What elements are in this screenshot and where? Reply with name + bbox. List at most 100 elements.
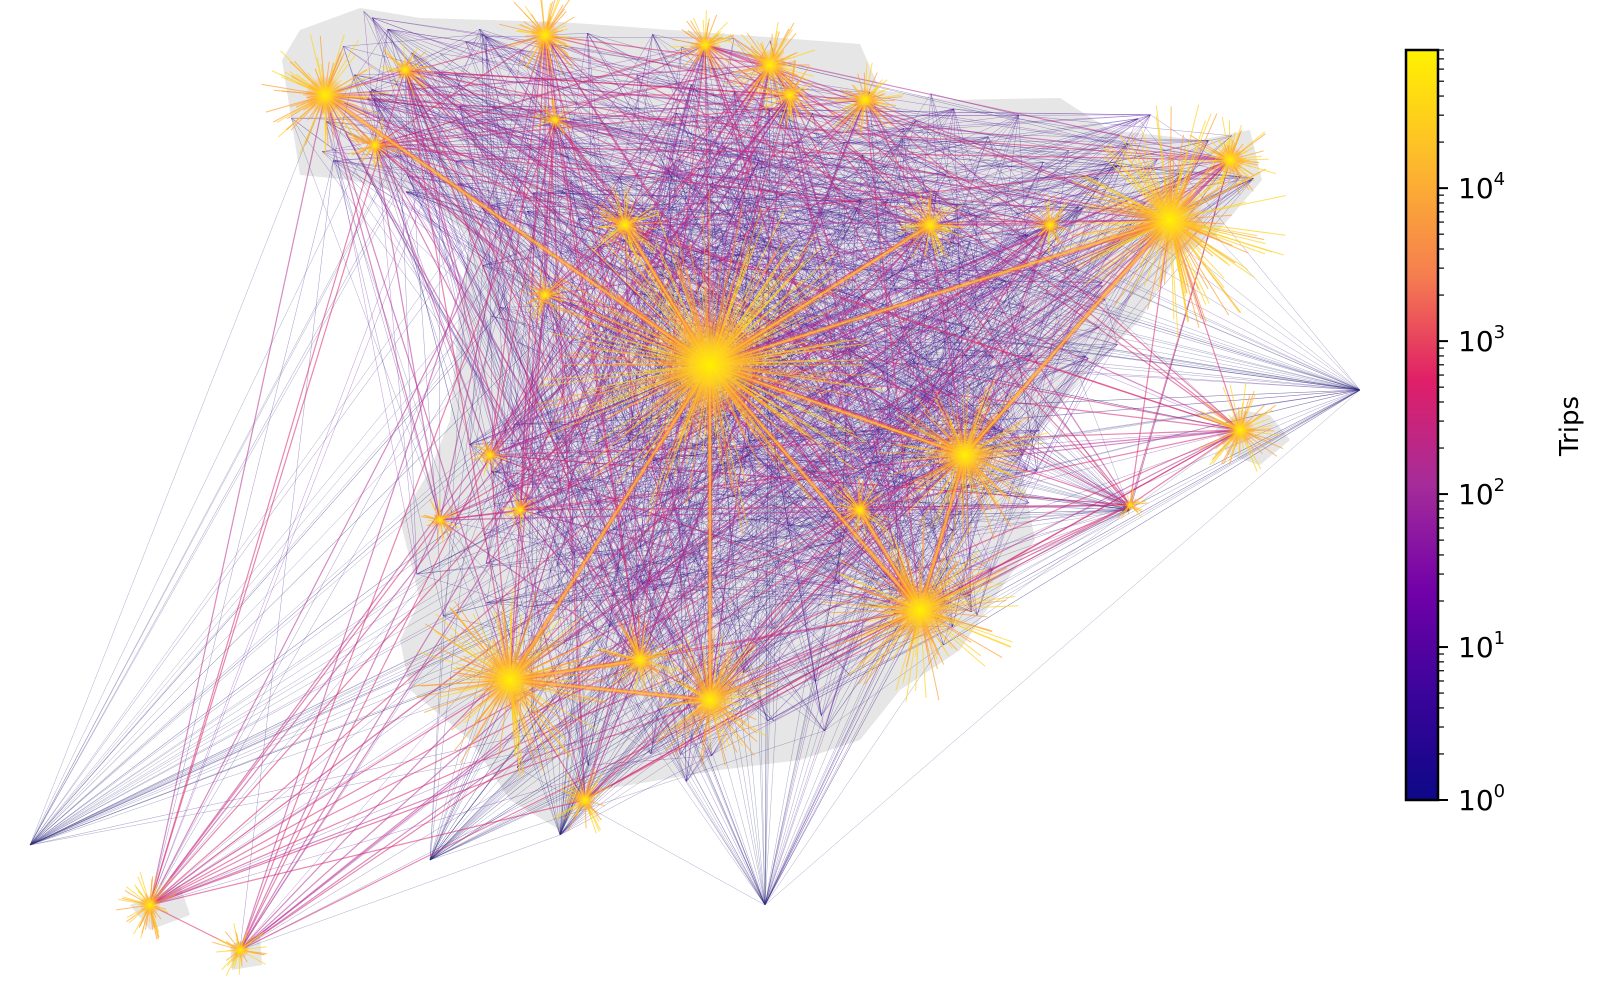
flow-edge <box>738 692 766 906</box>
flow-edge <box>29 52 412 846</box>
flow-edge <box>551 43 1138 233</box>
city-hub <box>574 789 596 811</box>
flow-edge <box>824 355 1086 731</box>
flow-edge <box>846 136 989 532</box>
flow-edge <box>149 74 355 906</box>
flow-edge <box>343 46 456 75</box>
flow-edge <box>964 219 1171 456</box>
flow-edge <box>29 526 869 846</box>
flow-edge <box>29 150 401 846</box>
flow-edge <box>400 150 652 286</box>
flow-edge <box>476 119 1361 391</box>
flow-edge <box>518 496 790 668</box>
flow-edge <box>734 91 998 447</box>
colorbar-label: Trips <box>1555 396 1585 457</box>
flow-edge <box>544 294 683 498</box>
flow-edge <box>443 389 1361 617</box>
flow-edge <box>482 173 715 209</box>
flow-edge <box>372 17 680 641</box>
flow-edge <box>489 454 921 611</box>
flow-edge <box>439 34 546 521</box>
flow-edge <box>530 509 1131 607</box>
flow-edge <box>482 265 766 906</box>
flow-edge <box>558 509 1131 555</box>
city-hub <box>938 428 992 482</box>
flow-edge <box>239 159 1231 951</box>
flow-edge <box>149 182 571 906</box>
flow-edge <box>557 218 579 440</box>
flow-edge <box>325 121 527 146</box>
flow-edge <box>29 203 573 846</box>
flow-edge <box>404 28 480 71</box>
flow-edge <box>596 502 816 682</box>
flow-edge <box>526 145 1361 391</box>
flow-edge <box>443 509 861 617</box>
city-hub <box>231 941 249 959</box>
flow-edge <box>29 496 790 846</box>
flow-edge <box>704 44 966 456</box>
flow-edge <box>544 34 861 511</box>
flow-edge <box>374 34 546 146</box>
flow-edge <box>838 224 1051 584</box>
flow-edge <box>675 112 933 480</box>
flow-edge <box>492 106 1131 511</box>
colorbar: 100 101 102 103 104 Trips <box>1404 48 1585 817</box>
flow-edge <box>149 144 376 906</box>
flow-edge <box>149 64 771 906</box>
flow-edge <box>645 277 1103 283</box>
flow-edge <box>149 119 556 906</box>
flow-edge <box>820 341 1118 345</box>
flow-edge <box>735 254 1361 391</box>
flow-edge <box>149 679 511 906</box>
flow-edge <box>652 44 706 461</box>
flow-edge <box>485 341 518 564</box>
flow-edge <box>544 44 706 296</box>
flow-edge <box>29 46 344 846</box>
flow-edge <box>429 601 841 861</box>
flow-edge <box>554 119 1361 391</box>
flow-edge <box>544 94 791 296</box>
flow-edge <box>843 142 1099 179</box>
flow-edge <box>789 94 861 511</box>
flow-edge <box>929 224 978 616</box>
flow-edge <box>622 629 896 735</box>
flow-edge <box>686 541 841 782</box>
flow-edge <box>374 99 866 146</box>
flow-edge <box>578 176 1242 220</box>
flow-edge <box>648 114 1151 269</box>
city-hub <box>625 645 655 675</box>
flow-edge <box>519 119 556 511</box>
flow-edge <box>733 495 886 578</box>
flow-edge <box>953 108 1120 136</box>
flow-edge <box>544 64 771 296</box>
flow-edge <box>559 224 626 836</box>
flow-edge <box>1002 344 1118 431</box>
flow-edge <box>239 834 561 951</box>
flow-edge <box>712 116 1131 511</box>
flow-edge <box>824 358 1089 731</box>
flow-edge <box>489 454 711 701</box>
flow-edge <box>374 144 1231 161</box>
flow-edge <box>29 145 527 846</box>
flow-edge <box>559 351 676 836</box>
flow-edge <box>459 105 997 430</box>
flow-edge <box>734 92 819 328</box>
flow-edge <box>239 224 1051 951</box>
flow-edge <box>554 119 1051 226</box>
flow-edge <box>578 161 1044 220</box>
flow-edge <box>149 29 480 906</box>
flow-edge <box>509 454 966 681</box>
flow-edge <box>429 247 599 861</box>
colorbar-tick-label: 104 <box>1458 169 1505 205</box>
flow-edge <box>769 109 943 288</box>
flow-edge <box>764 526 892 906</box>
city-hub <box>432 512 448 528</box>
city-hub <box>139 894 161 916</box>
flow-edge <box>533 182 571 194</box>
flow-edge <box>1068 140 1209 151</box>
flow-edge <box>322 151 918 364</box>
flow-edge <box>374 44 706 146</box>
flow-edge <box>765 174 947 328</box>
flow-edge <box>648 268 1036 272</box>
flow-edge <box>597 247 681 755</box>
